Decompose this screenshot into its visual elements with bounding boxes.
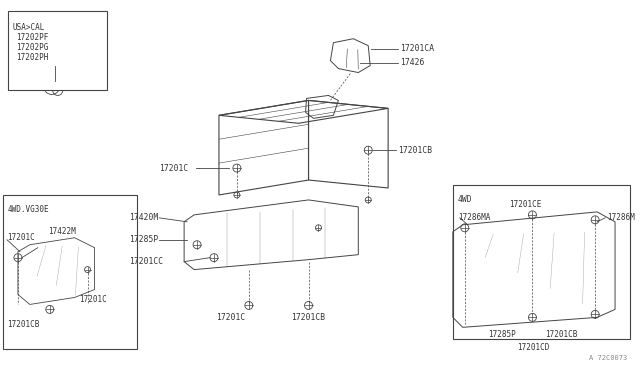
Text: 17201CB: 17201CB xyxy=(545,330,578,339)
Text: 17286MA: 17286MA xyxy=(458,214,490,222)
Text: 17201CE: 17201CE xyxy=(509,201,541,209)
Text: 17285P: 17285P xyxy=(488,330,515,339)
Text: 17201CA: 17201CA xyxy=(400,44,434,53)
Text: 17201C: 17201C xyxy=(7,233,35,242)
Text: 17201CD: 17201CD xyxy=(518,343,550,352)
Text: 17201C: 17201C xyxy=(216,313,246,322)
Bar xyxy=(3,195,138,349)
Text: 17201CC: 17201CC xyxy=(129,257,163,266)
Text: 17286M: 17286M xyxy=(607,214,635,222)
Text: 17422M: 17422M xyxy=(48,227,76,236)
Text: 4WD.VG30E: 4WD.VG30E xyxy=(8,205,49,214)
Text: 17202PG: 17202PG xyxy=(16,43,48,52)
Text: 17201CB: 17201CB xyxy=(7,320,39,329)
Text: 17201CB: 17201CB xyxy=(291,313,326,322)
Bar xyxy=(453,185,630,339)
Text: USA>CAL: USA>CAL xyxy=(13,23,45,32)
Text: 17201CB: 17201CB xyxy=(398,146,432,155)
Text: 17201C: 17201C xyxy=(79,295,108,304)
Text: 17285P: 17285P xyxy=(129,235,159,244)
Text: 17202PF: 17202PF xyxy=(16,33,48,42)
Text: 4WD: 4WD xyxy=(458,195,472,204)
Text: A 72C0073: A 72C0073 xyxy=(589,355,627,361)
Text: 17201C: 17201C xyxy=(159,164,189,173)
Bar xyxy=(8,11,108,90)
Text: 17426: 17426 xyxy=(400,58,424,67)
Text: 17420M: 17420M xyxy=(129,214,159,222)
Text: 17202PH: 17202PH xyxy=(16,53,48,62)
